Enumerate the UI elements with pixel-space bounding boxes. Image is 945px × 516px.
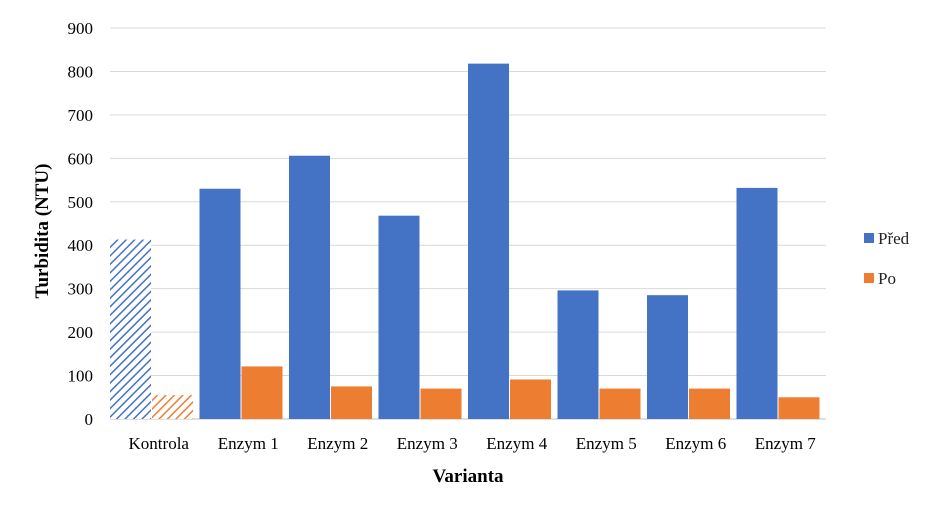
x-tick-label: Kontrola	[129, 434, 190, 453]
x-tick-label: Enzym 6	[665, 434, 726, 453]
y-tick-label: 200	[68, 323, 94, 342]
y-tick-label: 700	[68, 106, 94, 125]
y-tick-label: 0	[85, 410, 94, 429]
bar-po	[241, 366, 283, 419]
bar-pred	[289, 155, 330, 419]
bars	[110, 63, 820, 419]
y-tick-label: 100	[68, 367, 94, 386]
bar-po	[510, 379, 551, 419]
x-tick-label: Enzym 7	[755, 434, 816, 453]
y-axis-tick-labels: 0 100 200 300 400 500 600 700 800 900	[68, 19, 94, 429]
legend-label-pred: Před	[878, 229, 910, 248]
x-axis-title: Varianta	[432, 466, 504, 487]
bar-po	[778, 397, 820, 419]
y-tick-label: 400	[68, 236, 94, 255]
bar-pred	[647, 295, 688, 419]
bar-po	[152, 395, 193, 419]
bar-po	[420, 388, 462, 419]
bar-pred	[557, 290, 599, 419]
bar-po	[331, 386, 372, 419]
bar-pred	[468, 63, 509, 419]
x-tick-label: Enzym 1	[218, 434, 279, 453]
bar-pred	[736, 187, 778, 419]
bar-pred	[199, 188, 241, 419]
bar-po	[689, 388, 730, 419]
x-tick-label: Enzym 4	[486, 434, 547, 453]
x-tick-label: Enzym 3	[397, 434, 458, 453]
y-tick-label: 600	[68, 149, 94, 168]
bar-po	[599, 388, 641, 419]
y-tick-label: 500	[68, 193, 94, 212]
bar-pred	[110, 239, 151, 419]
legend-swatch-pred	[864, 233, 874, 243]
legend: Před Po	[864, 229, 910, 288]
legend-swatch-po	[864, 273, 874, 283]
y-tick-label: 300	[68, 280, 94, 299]
y-axis-title: Turbidita (NTU)	[32, 164, 53, 299]
x-tick-label: Enzym 5	[576, 434, 637, 453]
legend-label-po: Po	[878, 269, 896, 288]
x-axis-tick-labels: Kontrola Enzym 1 Enzym 2 Enzym 3 Enzym 4 Enzy…	[129, 434, 817, 453]
y-tick-label: 800	[68, 62, 94, 81]
y-tick-label: 900	[68, 19, 94, 38]
bar-pred	[378, 215, 420, 419]
x-tick-label: Enzym 2	[307, 434, 368, 453]
